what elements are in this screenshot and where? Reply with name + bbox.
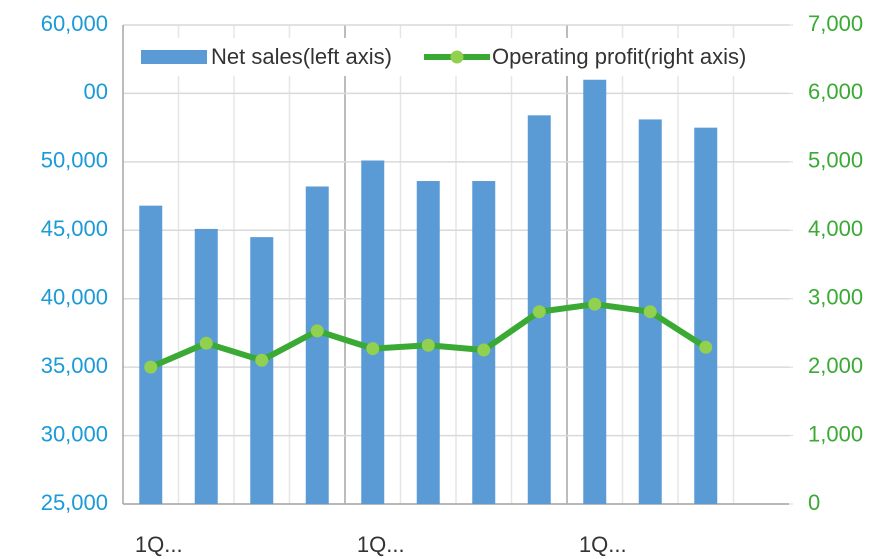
legend-label: Operating profit(right axis)	[492, 44, 746, 69]
bar	[472, 181, 496, 504]
y-tick-label: 50,000	[41, 148, 108, 173]
line-marker	[699, 340, 713, 354]
y-tick-label: 35,000	[41, 353, 108, 378]
y2-tick-label: 0	[808, 490, 820, 515]
bar	[694, 127, 718, 505]
line-marker	[310, 324, 324, 338]
bar	[139, 205, 163, 504]
y2-tick-label: 4,000	[808, 216, 863, 241]
line-marker	[643, 305, 657, 319]
legend-label: Net sales(left axis)	[211, 44, 392, 69]
line-marker	[421, 338, 435, 352]
line-marker	[532, 305, 546, 319]
legend-swatch	[450, 50, 464, 64]
bar	[250, 237, 274, 504]
y-tick-label: 30,000	[41, 421, 108, 446]
y2-tick-label: 5,000	[808, 148, 863, 173]
bar	[361, 160, 385, 504]
y-tick-label: 25,000	[41, 490, 108, 515]
y-tick-label: 45,000	[41, 216, 108, 241]
x-tick-label: 1Q...	[135, 532, 183, 557]
x-tick-label: 1Q...	[579, 532, 627, 557]
y2-tick-label: 6,000	[808, 79, 863, 104]
y2-tick-label: 7,000	[808, 11, 863, 36]
line-marker	[199, 336, 213, 350]
line-marker	[366, 342, 380, 356]
y2-tick-label: 2,000	[808, 353, 863, 378]
x-tick-label: 1Q...	[357, 532, 405, 557]
line-marker	[588, 297, 602, 311]
y-tick-label: 60,000	[41, 11, 108, 36]
y-tick-label: 40,000	[41, 285, 108, 310]
y-tick-label: 00	[84, 79, 108, 104]
bar	[305, 186, 329, 504]
line-marker	[255, 353, 269, 367]
bar	[194, 228, 218, 504]
y2-tick-label: 1,000	[808, 421, 863, 446]
bar	[583, 79, 607, 504]
line-marker	[477, 343, 491, 357]
y2-tick-label: 3,000	[808, 285, 863, 310]
legend-swatch	[141, 50, 207, 64]
line-marker	[144, 360, 158, 374]
